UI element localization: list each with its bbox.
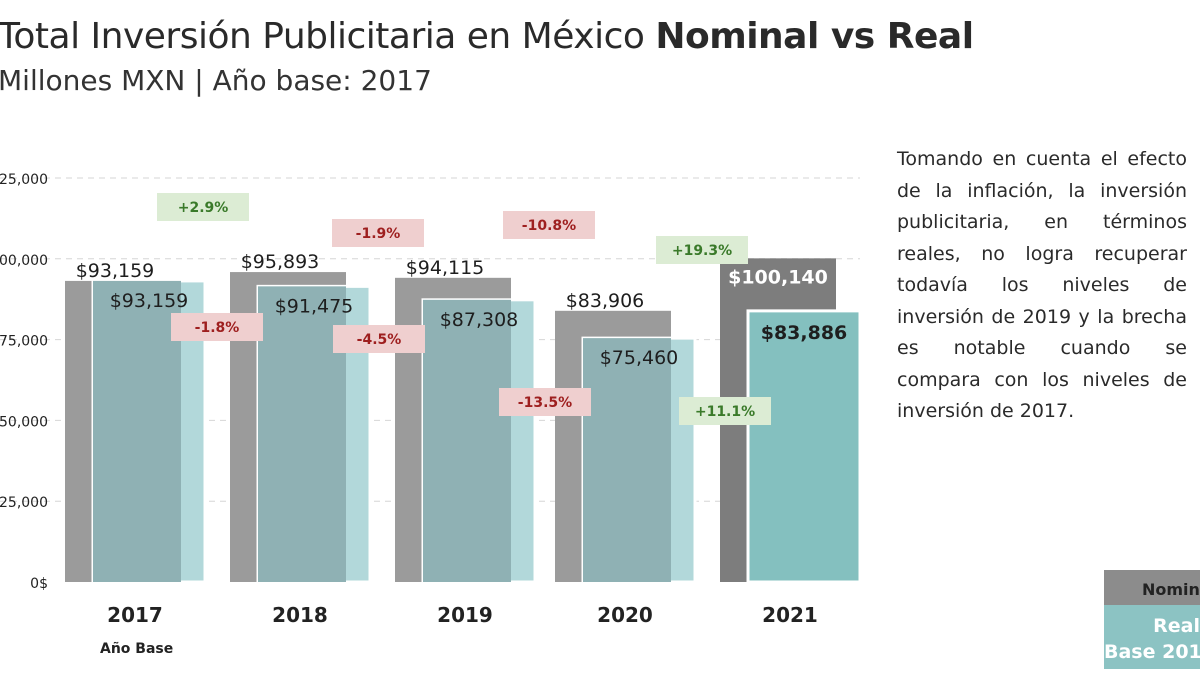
chart-subtitle: Millones MXN | Año base: 2017	[0, 64, 432, 97]
real-bar	[423, 299, 511, 582]
real-bar	[746, 309, 862, 584]
real-value-label: $87,308	[440, 309, 519, 331]
legend-real-line1: Real	[1153, 615, 1200, 637]
real-change-badge-bg	[499, 388, 591, 416]
real-change-badge: -1.8%	[195, 320, 240, 336]
real-change-badge: -13.5%	[518, 395, 572, 411]
x-tick-label: 2018	[272, 603, 328, 627]
y-tick-label: 75,000	[0, 334, 48, 350]
y-tick-label: 50,000	[0, 414, 48, 430]
y-tick-label: 0$	[30, 576, 48, 592]
chart-title-bold: Nominal vs Real	[655, 16, 974, 57]
chart-title: Total Inversión Publicitaria en México N…	[0, 16, 974, 57]
nominal-value-label: $93,159	[76, 260, 155, 282]
real-change-badge: +11.1%	[695, 404, 755, 420]
real-value-label: $83,886	[761, 322, 848, 344]
x-tick-label: 2021	[762, 603, 818, 627]
real-bar	[583, 338, 671, 582]
bar-chart: 0$ 25,000 50,000 75,000 100,000 125,000 $93,15…	[0, 172, 862, 627]
nominal-change-badge-bg	[656, 236, 748, 264]
real-bar	[93, 280, 181, 582]
real-value-label: $91,475	[275, 295, 354, 317]
description-text: Tomando en cuenta el efecto de la inflac…	[897, 148, 1187, 422]
nominal-value-label: $94,115	[406, 257, 485, 279]
x-tick-label: 2017	[107, 603, 163, 627]
real-bar	[258, 286, 346, 582]
real-change-badge-bg	[333, 325, 425, 353]
chart-title-normal: Total Inversión Publicitaria en México	[0, 16, 656, 57]
nominal-value-label: $95,893	[241, 251, 320, 273]
y-tick-label: 100,000	[0, 253, 48, 269]
real-value-label: $93,159	[110, 290, 189, 312]
nominal-change-badge-bg	[157, 193, 249, 221]
nominal-change-badge: +19.3%	[672, 243, 732, 259]
x-tick-label: 2019	[437, 603, 493, 627]
real-change-badge-bg	[171, 313, 263, 341]
nominal-value-label: $83,906	[566, 290, 645, 312]
y-tick-label: 25,000	[0, 495, 48, 511]
nominal-change-badge: -10.8%	[522, 218, 576, 234]
real-value-label: $75,460	[600, 347, 679, 369]
legend-nominal: Nominal	[1104, 570, 1200, 605]
legend-real: Real Base 2017	[1104, 605, 1200, 669]
nominal-change-badge-bg	[503, 211, 595, 239]
real-change-badge: -4.5%	[357, 332, 402, 348]
nominal-change-badge: +2.9%	[178, 200, 229, 216]
nominal-change-badge-bg	[332, 219, 424, 247]
real-change-badge-bg	[679, 397, 771, 425]
x-tick-label: 2020	[597, 603, 653, 627]
nominal-value-label: $100,140	[728, 266, 828, 288]
y-tick-label: 125,000	[0, 172, 48, 188]
legend-real-line2: Base 2017	[1104, 641, 1200, 663]
nominal-change-badge: -1.9%	[356, 226, 401, 242]
base-year-note: Año Base	[100, 641, 174, 657]
